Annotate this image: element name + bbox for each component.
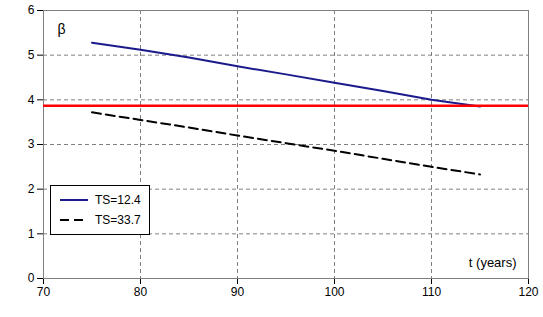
svg-text:0: 0 xyxy=(28,271,35,285)
svg-text:4: 4 xyxy=(28,93,35,107)
svg-text:β: β xyxy=(58,21,66,37)
svg-text:2: 2 xyxy=(28,182,35,196)
svg-text:90: 90 xyxy=(231,285,245,299)
svg-text:1: 1 xyxy=(28,227,35,241)
svg-text:100: 100 xyxy=(324,285,344,299)
svg-text:t (years): t (years) xyxy=(469,255,517,270)
html-text:TS=33.7: TS=33.7 xyxy=(95,213,141,227)
svg-text:3: 3 xyxy=(28,137,35,151)
svg-text:5: 5 xyxy=(28,48,35,62)
html-text:TS=12.4: TS=12.4 xyxy=(95,193,141,207)
svg-text:6: 6 xyxy=(28,3,35,17)
svg-text:70: 70 xyxy=(37,285,51,299)
svg-text:120: 120 xyxy=(518,285,538,299)
svg-text:110: 110 xyxy=(422,285,441,299)
svg-text:80: 80 xyxy=(134,285,148,299)
